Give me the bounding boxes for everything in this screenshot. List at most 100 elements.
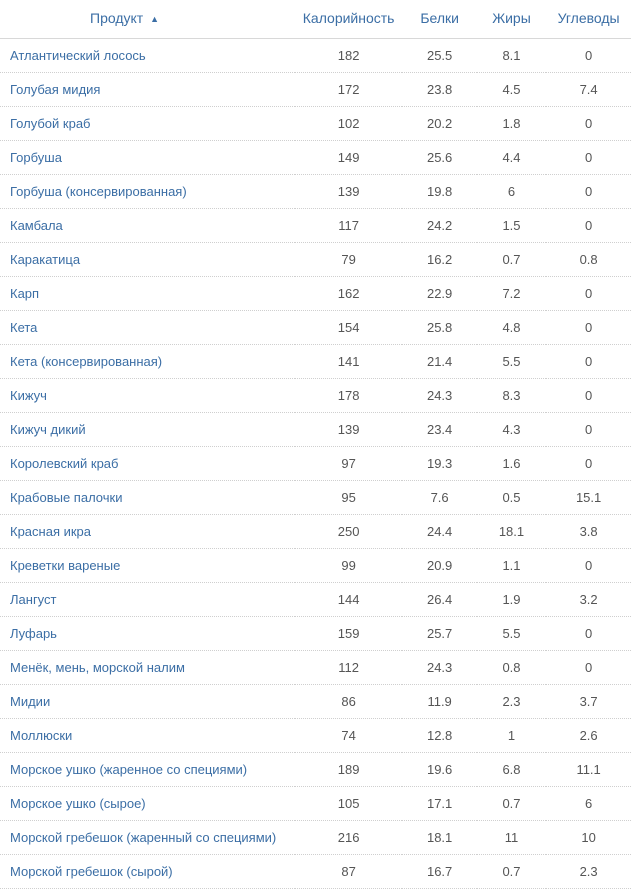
cell-carbs: 0 bbox=[546, 549, 631, 583]
product-link[interactable]: Красная икра bbox=[10, 524, 91, 539]
cell-calories: 172 bbox=[295, 73, 403, 107]
cell-protein: 25.5 bbox=[402, 39, 476, 73]
cell-calories: 97 bbox=[295, 447, 403, 481]
cell-calories: 139 bbox=[295, 175, 403, 209]
cell-calories: 141 bbox=[295, 345, 403, 379]
cell-carbs: 0 bbox=[546, 413, 631, 447]
cell-product: Горбуша (консервированная) bbox=[0, 175, 295, 209]
table-row: Луфарь15925.75.50 bbox=[0, 617, 631, 651]
cell-calories: 79 bbox=[295, 243, 403, 277]
header-product-label: Продукт bbox=[90, 10, 143, 26]
cell-product: Луфарь bbox=[0, 617, 295, 651]
cell-carbs: 11.1 bbox=[546, 753, 631, 787]
cell-carbs: 0 bbox=[546, 311, 631, 345]
cell-product: Морское ушко (жаренное со специями) bbox=[0, 753, 295, 787]
header-protein[interactable]: Белки bbox=[402, 0, 476, 39]
cell-calories: 99 bbox=[295, 549, 403, 583]
cell-product: Красная икра bbox=[0, 515, 295, 549]
table-row: Кета (консервированная)14121.45.50 bbox=[0, 345, 631, 379]
cell-carbs: 3.8 bbox=[546, 515, 631, 549]
cell-protein: 19.3 bbox=[402, 447, 476, 481]
product-link[interactable]: Луфарь bbox=[10, 626, 57, 641]
cell-product: Кижуч дикий bbox=[0, 413, 295, 447]
cell-calories: 86 bbox=[295, 685, 403, 719]
product-link[interactable]: Мидии bbox=[10, 694, 50, 709]
cell-fat: 6 bbox=[477, 175, 546, 209]
product-link[interactable]: Кета (консервированная) bbox=[10, 354, 162, 369]
cell-protein: 20.9 bbox=[402, 549, 476, 583]
table-row: Голубой краб10220.21.80 bbox=[0, 107, 631, 141]
product-link[interactable]: Горбуша (консервированная) bbox=[10, 184, 187, 199]
cell-carbs: 10 bbox=[546, 821, 631, 855]
cell-carbs: 0 bbox=[546, 277, 631, 311]
product-link[interactable]: Кижуч bbox=[10, 388, 47, 403]
cell-protein: 24.3 bbox=[402, 379, 476, 413]
product-link[interactable]: Морской гребешок (жаренный со специями) bbox=[10, 830, 276, 845]
cell-calories: 74 bbox=[295, 719, 403, 753]
header-calories[interactable]: Калорийность bbox=[295, 0, 403, 39]
header-product[interactable]: Продукт ▲ bbox=[0, 0, 295, 39]
header-fat[interactable]: Жиры bbox=[477, 0, 546, 39]
cell-fat: 6.8 bbox=[477, 753, 546, 787]
table-row: Красная икра25024.418.13.8 bbox=[0, 515, 631, 549]
product-link[interactable]: Каракатица bbox=[10, 252, 80, 267]
table-row: Мидии8611.92.33.7 bbox=[0, 685, 631, 719]
cell-fat: 1 bbox=[477, 719, 546, 753]
table-row: Королевский краб9719.31.60 bbox=[0, 447, 631, 481]
product-link[interactable]: Моллюски bbox=[10, 728, 72, 743]
product-link[interactable]: Атлантический лосось bbox=[10, 48, 146, 63]
cell-protein: 17.1 bbox=[402, 787, 476, 821]
cell-protein: 25.6 bbox=[402, 141, 476, 175]
cell-carbs: 15.1 bbox=[546, 481, 631, 515]
cell-fat: 1.5 bbox=[477, 209, 546, 243]
product-link[interactable]: Карп bbox=[10, 286, 39, 301]
cell-calories: 112 bbox=[295, 651, 403, 685]
cell-carbs: 0 bbox=[546, 39, 631, 73]
product-link[interactable]: Горбуша bbox=[10, 150, 62, 165]
cell-protein: 19.8 bbox=[402, 175, 476, 209]
cell-product: Менёк, мень, морской налим bbox=[0, 651, 295, 685]
table-row: Атлантический лосось 18225.58.10 bbox=[0, 39, 631, 73]
cell-fat: 4.8 bbox=[477, 311, 546, 345]
product-link[interactable]: Крабовые палочки bbox=[10, 490, 122, 505]
cell-fat: 11 bbox=[477, 821, 546, 855]
product-link[interactable]: Королевский краб bbox=[10, 456, 118, 471]
product-link[interactable]: Камбала bbox=[10, 218, 63, 233]
table-row: Креветки вареные9920.91.10 bbox=[0, 549, 631, 583]
product-link[interactable]: Менёк, мень, морской налим bbox=[10, 660, 185, 675]
table-row: Горбуша14925.64.40 bbox=[0, 141, 631, 175]
cell-protein: 25.7 bbox=[402, 617, 476, 651]
cell-fat: 2.3 bbox=[477, 685, 546, 719]
cell-calories: 182 bbox=[295, 39, 403, 73]
cell-protein: 11.9 bbox=[402, 685, 476, 719]
product-link[interactable]: Голубой краб bbox=[10, 116, 91, 131]
product-link[interactable]: Голубая мидия bbox=[10, 82, 100, 97]
cell-product: Лангуст bbox=[0, 583, 295, 617]
product-link[interactable]: Креветки вареные bbox=[10, 558, 120, 573]
cell-product: Моллюски bbox=[0, 719, 295, 753]
cell-carbs: 6 bbox=[546, 787, 631, 821]
product-link[interactable]: Морское ушко (жаренное со специями) bbox=[10, 762, 247, 777]
cell-product: Мидии bbox=[0, 685, 295, 719]
product-link[interactable]: Морское ушко (сырое) bbox=[10, 796, 146, 811]
cell-product: Морское ушко (сырое) bbox=[0, 787, 295, 821]
product-link[interactable]: Лангуст bbox=[10, 592, 57, 607]
cell-carbs: 0 bbox=[546, 447, 631, 481]
product-link[interactable]: Кета bbox=[10, 320, 37, 335]
cell-fat: 0.7 bbox=[477, 243, 546, 277]
cell-protein: 23.4 bbox=[402, 413, 476, 447]
cell-carbs: 0 bbox=[546, 651, 631, 685]
cell-product: Кета bbox=[0, 311, 295, 345]
cell-product: Голубой краб bbox=[0, 107, 295, 141]
header-protein-label: Белки bbox=[420, 10, 459, 26]
cell-fat: 8.1 bbox=[477, 39, 546, 73]
cell-carbs: 7.4 bbox=[546, 73, 631, 107]
cell-fat: 18.1 bbox=[477, 515, 546, 549]
cell-protein: 20.2 bbox=[402, 107, 476, 141]
product-link[interactable]: Кижуч дикий bbox=[10, 422, 86, 437]
header-carbs[interactable]: Углеводы bbox=[546, 0, 631, 39]
cell-fat: 0.8 bbox=[477, 651, 546, 685]
cell-carbs: 0.8 bbox=[546, 243, 631, 277]
cell-calories: 117 bbox=[295, 209, 403, 243]
cell-product: Кижуч bbox=[0, 379, 295, 413]
